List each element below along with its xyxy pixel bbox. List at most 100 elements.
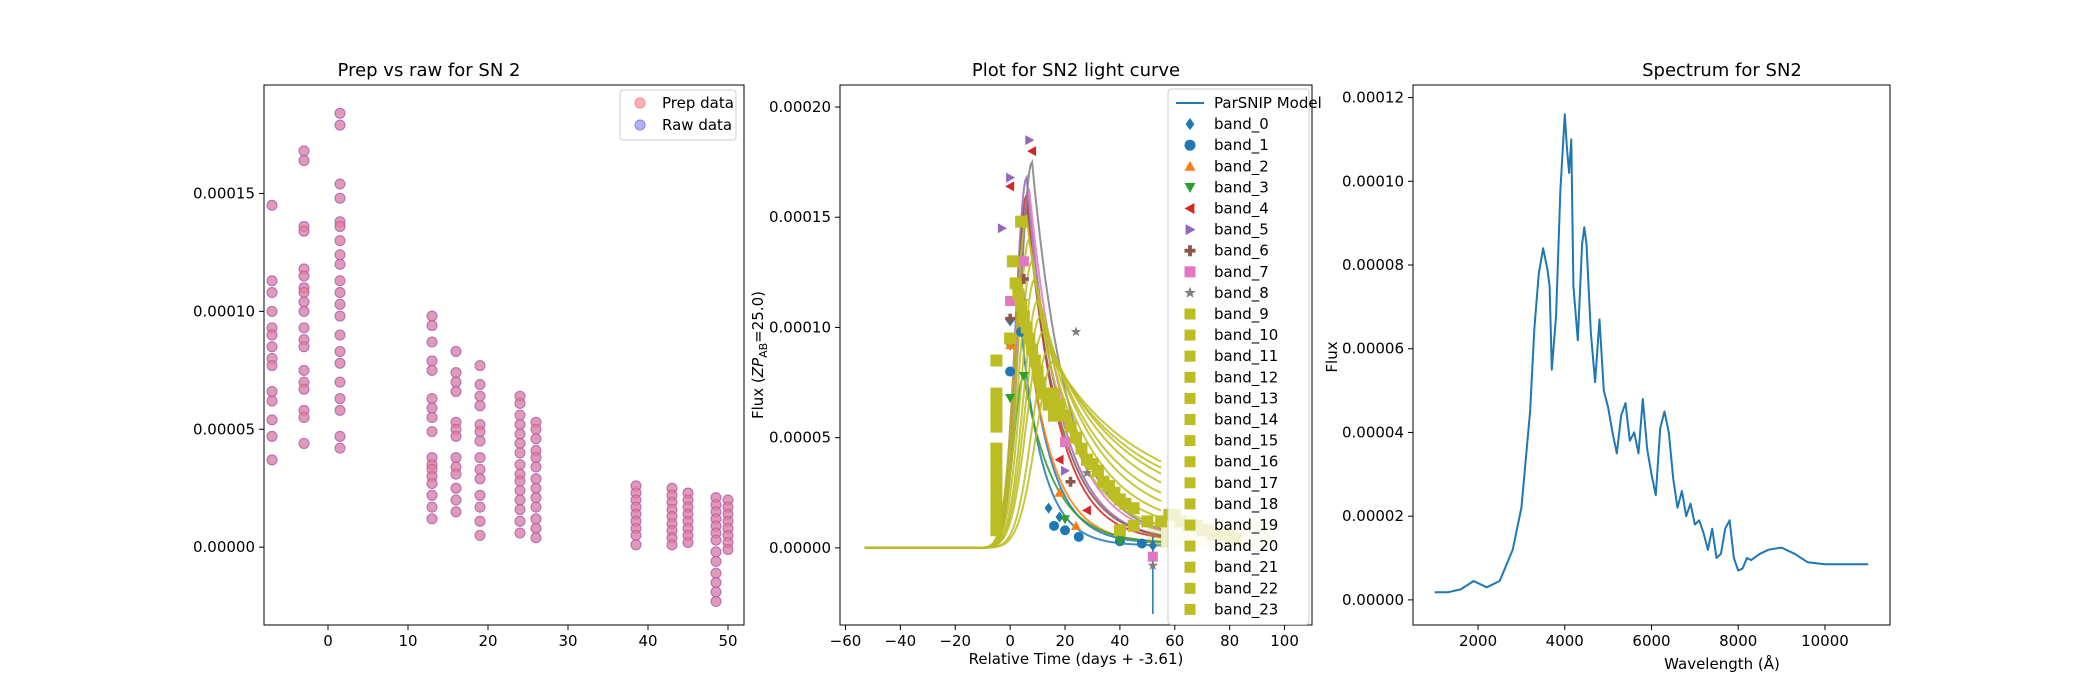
- scatter-point: [530, 513, 542, 525]
- scatter-point: [710, 577, 722, 589]
- legend-marker: [1184, 456, 1196, 468]
- scatter-point: [514, 503, 526, 515]
- legend-label: band_10: [1214, 326, 1278, 345]
- x-tick-label: 30: [558, 632, 577, 650]
- scatter-point: [334, 393, 346, 405]
- observation-point: [1061, 465, 1071, 476]
- observation-point: [1048, 409, 1061, 422]
- axes: −60 −40 −20 0 20 40 60 80 100 0.00000 0.00005 0.000…: [769, 84, 1313, 650]
- scatter-point: [334, 345, 346, 357]
- panel-spectrum: Spectrum for SN2 2000 4000 6000 8000 10000 0.…: [1323, 60, 1891, 673]
- legend-label: band_12: [1214, 368, 1278, 387]
- scatter-point: [334, 107, 346, 119]
- scatter-point: [530, 461, 542, 473]
- x-tick-label: −60: [830, 632, 862, 650]
- scatter-point: [334, 357, 346, 369]
- x-tick-label: −40: [885, 632, 917, 650]
- observation-point: [1015, 215, 1028, 228]
- legend-label: band_15: [1214, 432, 1278, 451]
- scatter-point: [530, 492, 542, 504]
- legend-label: band_3: [1214, 178, 1269, 197]
- panel-title: Plot for SN2 light curve: [972, 60, 1180, 81]
- observation-point: [990, 442, 1003, 455]
- observation-point: [1053, 398, 1066, 411]
- scatter-point: [530, 522, 542, 534]
- legend-label: band_19: [1214, 516, 1278, 535]
- scatter-point: [514, 494, 526, 506]
- legend-label: band_14: [1214, 411, 1278, 430]
- scatter-point: [426, 320, 438, 332]
- legend-label: band_7: [1214, 263, 1269, 282]
- observation-point: [1060, 515, 1071, 525]
- scatter-point: [266, 414, 278, 426]
- scatter-point: [426, 426, 438, 438]
- y-tick-label: 0.00010: [1342, 172, 1404, 190]
- observation-point: [1025, 135, 1035, 146]
- scatter-point: [450, 367, 462, 379]
- scatter-point: [334, 329, 346, 341]
- scatter-point: [426, 513, 438, 525]
- y-tick-label: 0.00015: [193, 184, 255, 202]
- scatter-point: [298, 270, 310, 282]
- observation-point: [1005, 393, 1016, 403]
- legend-marker: [1185, 118, 1195, 131]
- legend-label: band_22: [1214, 579, 1278, 598]
- series-prep-data: [266, 107, 734, 607]
- legend-marker: [1184, 183, 1196, 193]
- y-tick-label: 0.00015: [769, 208, 831, 226]
- legend-marker-raw: [634, 119, 646, 131]
- legend-marker: [1184, 540, 1196, 552]
- scatter-point: [474, 529, 486, 541]
- legend-marker: [1184, 371, 1196, 383]
- scatter-point: [450, 468, 462, 480]
- scatter-point: [530, 473, 542, 485]
- observation-point: [1148, 540, 1157, 552]
- legend-label: band_0: [1214, 115, 1269, 134]
- observation-point: [1026, 343, 1039, 356]
- observation-point: [1005, 313, 1016, 324]
- legend: Prep data Raw data: [619, 89, 737, 141]
- scatter-point: [334, 235, 346, 247]
- observation-point: [1081, 505, 1091, 516]
- scatter-point: [710, 586, 722, 598]
- legend-marker: [1184, 286, 1196, 298]
- observation-point: [1059, 409, 1072, 422]
- legend-label: band_23: [1214, 600, 1278, 619]
- observation-point: [1018, 371, 1029, 381]
- y-tick-label: 0.00002: [1342, 507, 1404, 525]
- observation-point: [990, 475, 1003, 488]
- x-tick-label: 40: [1110, 632, 1129, 650]
- x-tick-label: 8000: [1719, 632, 1757, 650]
- scatter-point: [474, 489, 486, 501]
- observation-point: [1065, 476, 1076, 487]
- scatter-point: [334, 275, 346, 287]
- observation-point: [1017, 310, 1030, 323]
- y-axis-label: Flux: [1323, 341, 1341, 372]
- scatter-point: [514, 515, 526, 527]
- scatter-point: [334, 287, 346, 299]
- scatter-point: [530, 501, 542, 513]
- y-tick-label: 0.00000: [1342, 591, 1404, 609]
- scatter-point: [450, 482, 462, 494]
- scatter-point: [450, 430, 462, 442]
- scatter-point: [426, 336, 438, 348]
- observation-point: [1009, 277, 1022, 290]
- observation-point: [1147, 560, 1159, 570]
- legend-marker: [1184, 582, 1196, 594]
- y-tick-label: 0.00012: [1342, 89, 1404, 107]
- y-tick-label: 0.00000: [769, 539, 831, 557]
- scatter-point: [334, 310, 346, 322]
- y-tick-label: 0.00020: [769, 98, 831, 116]
- scatter-point: [426, 489, 438, 501]
- scatter-point: [298, 383, 310, 395]
- legend-label-raw: Raw data: [662, 116, 732, 134]
- legend-label: band_9: [1214, 305, 1269, 324]
- legend-marker-prep: [634, 97, 646, 109]
- scatter-point: [334, 430, 346, 442]
- scatter-point: [266, 454, 278, 466]
- legend-box: [619, 89, 737, 141]
- scatter-point: [334, 178, 346, 190]
- legend-marker: [1184, 435, 1196, 447]
- legend-marker: [1184, 350, 1196, 362]
- legend-label: band_8: [1214, 284, 1269, 303]
